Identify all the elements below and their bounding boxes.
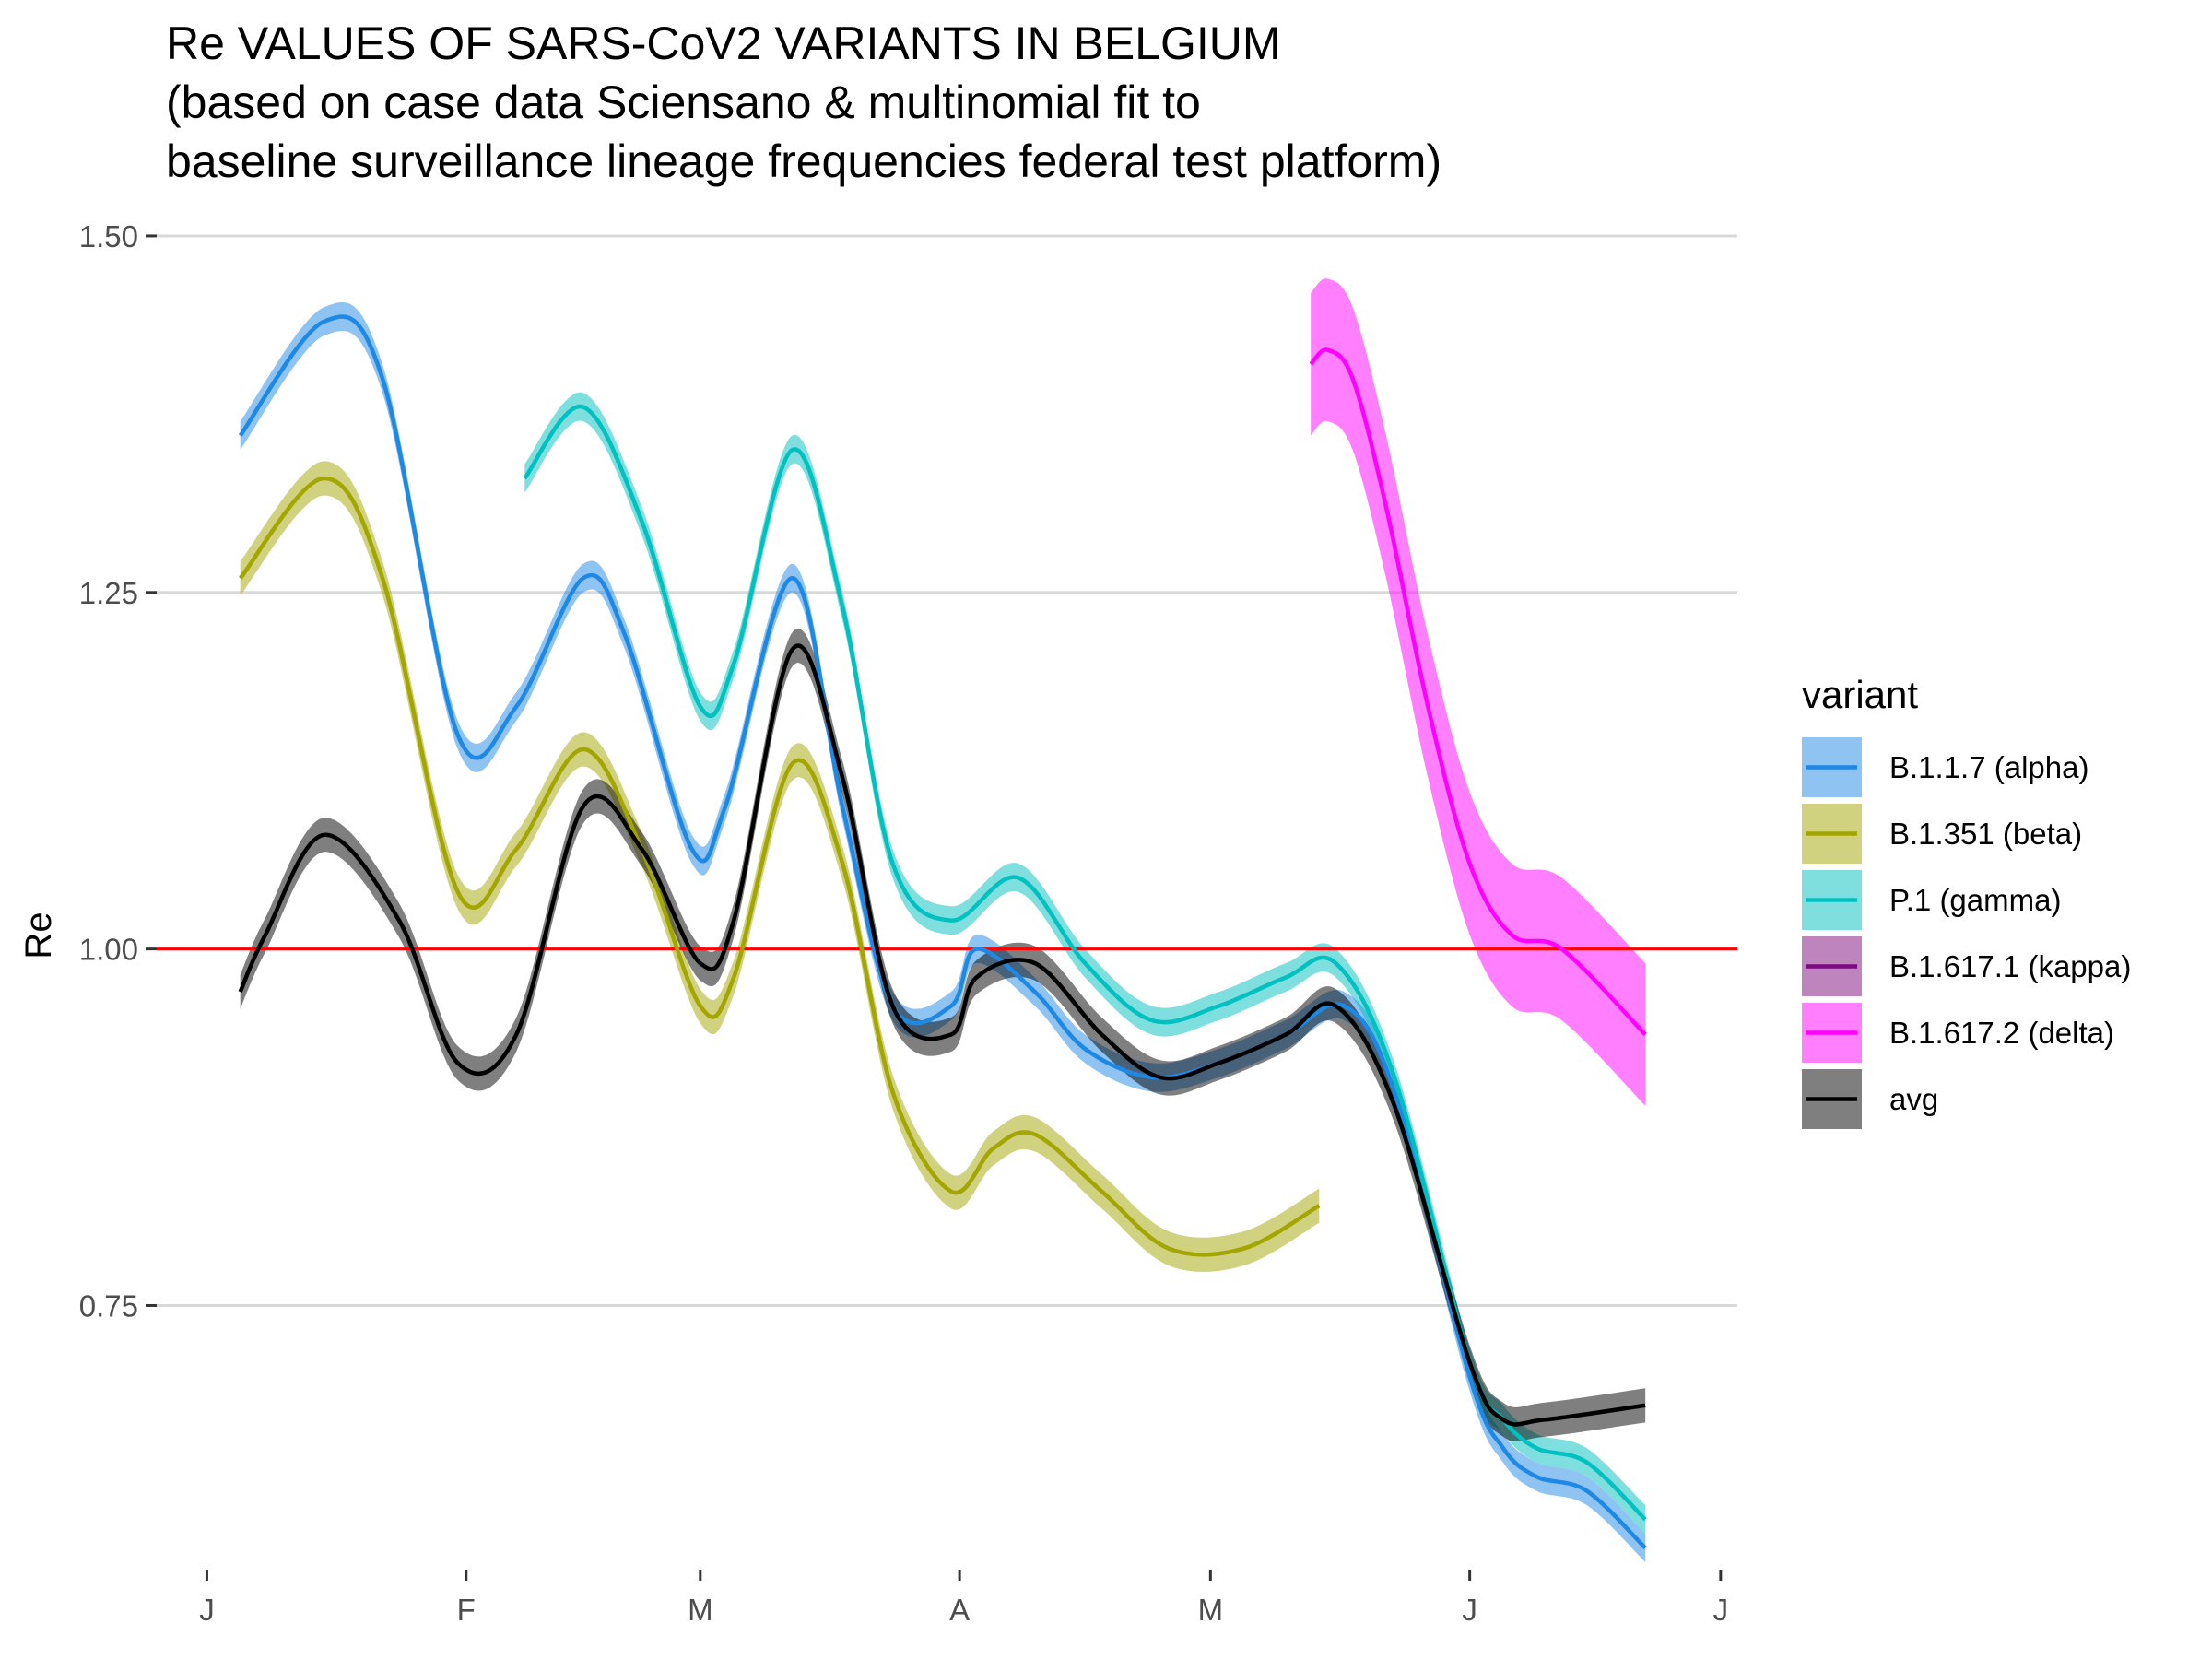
title-line-1: Re VALUES OF SARS-CoV2 VARIANTS IN BELGI… [166,18,1281,69]
legend-label: B.1.617.2 (delta) [1889,1016,2114,1050]
y-axis: 0.75 1.00 1.25 1.50 [79,219,157,1323]
y-tick-label: 1.00 [79,933,138,967]
x-tick-label: A [949,1593,970,1627]
y-tick-label: 1.50 [79,219,138,253]
legend-label: B.1.617.1 (kappa) [1889,949,2131,983]
title-line-2: (based on case data Sciensano & multinom… [166,76,1201,128]
legend-label: avg [1889,1082,1938,1116]
y-axis-title: Re [18,912,59,959]
y-tick-label: 0.75 [79,1288,138,1323]
band-4 [1311,278,1646,1106]
legend-label: P.1 (gamma) [1889,883,2061,917]
legend-label: B.1.1.7 (alpha) [1889,750,2088,784]
y-tick-label: 1.25 [79,576,138,610]
x-tick-label: J [1713,1593,1729,1627]
legend: variant B.1.1.7 (alpha) B.1.351 (beta) P.1… [1802,673,2131,1129]
series-line-5 [238,643,1646,1427]
gridlines [157,234,1737,1307]
x-tick-label: J [199,1593,215,1627]
chart-title: Re VALUES OF SARS-CoV2 VARIANTS IN BELGI… [166,18,1441,187]
x-tick-label: J [1462,1593,1477,1627]
x-tick-label: M [688,1593,713,1627]
legend-label: B.1.351 (beta) [1889,817,2082,851]
x-tick-label: M [1198,1593,1224,1627]
title-line-3: baseline surveillance lineage frequencie… [166,135,1441,187]
series-line-0 [238,314,1647,1550]
x-tick-label: F [457,1593,476,1627]
series-line-1 [238,476,1321,1257]
series-lines [238,314,1647,1550]
series-line-4 [1309,347,1647,1037]
legend-title: variant [1802,673,1918,716]
